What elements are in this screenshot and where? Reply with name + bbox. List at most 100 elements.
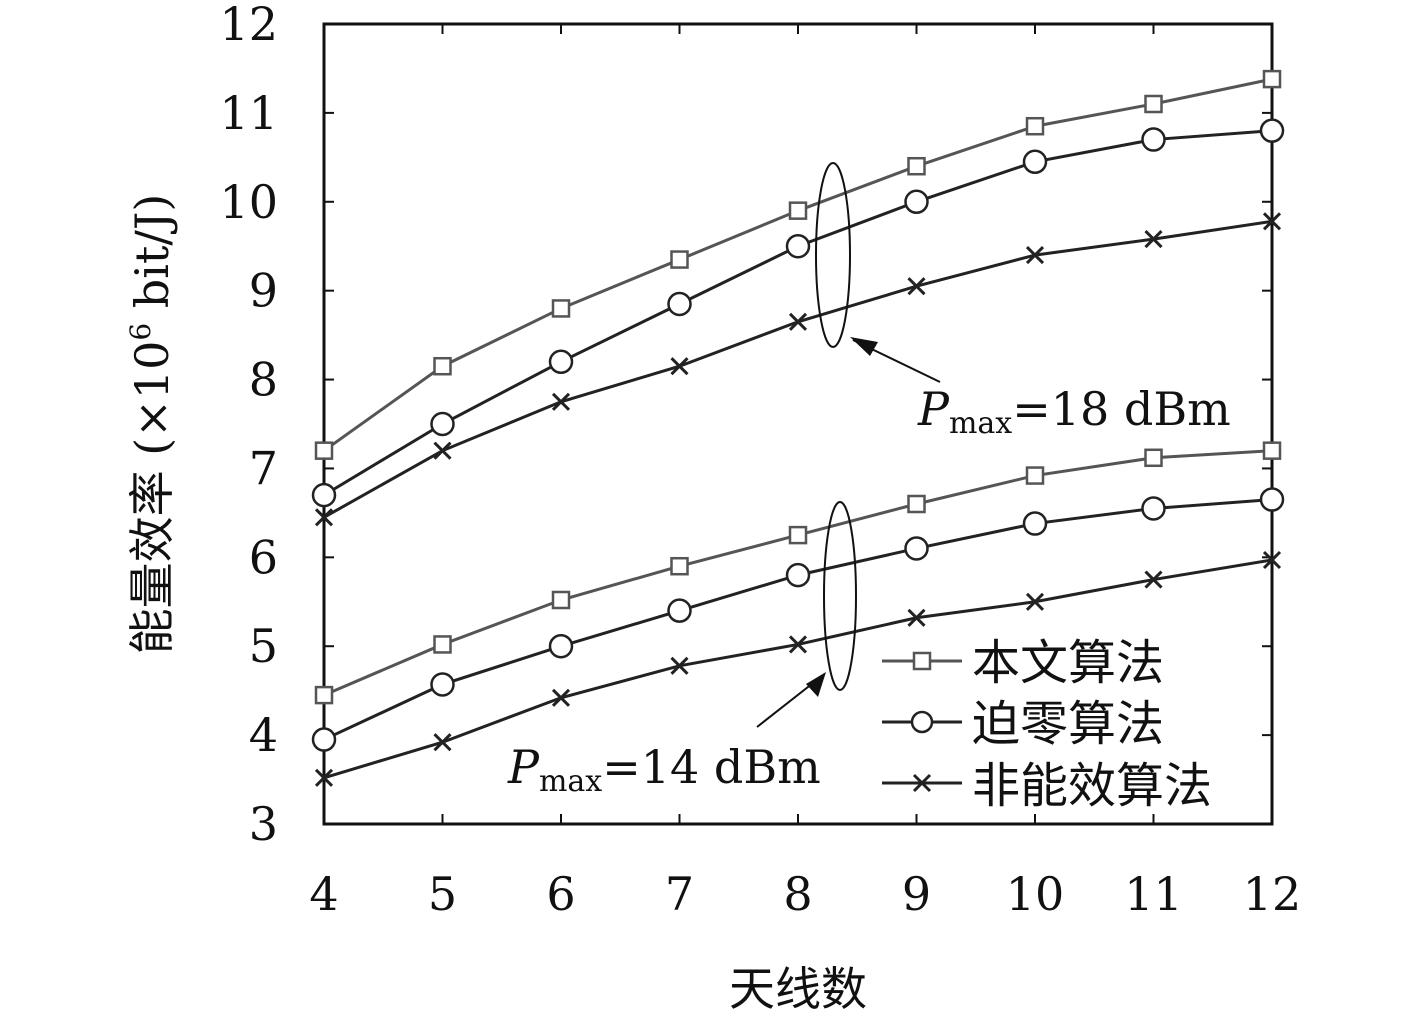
series-layer [311, 69, 1285, 787]
y-tick-label: 5 [249, 619, 278, 673]
data-point [907, 494, 926, 514]
data-point [1022, 511, 1048, 536]
data-point [1144, 230, 1163, 249]
axis-ticks [323, 23, 1273, 825]
y-tick-label: 6 [249, 530, 278, 584]
x-tick-label: 6 [546, 867, 575, 921]
x-tick-label: 8 [783, 867, 812, 921]
data-point [667, 598, 692, 623]
x-axis-title: 天线数 [729, 962, 867, 1016]
legend-label-non-ee: 非能效算法 [972, 758, 1212, 814]
data-point [788, 201, 808, 220]
group-ellipse-18dbm [815, 162, 851, 348]
legend-marker-x-icon [912, 773, 932, 793]
data-point [907, 156, 926, 176]
data-point [433, 441, 452, 460]
group-ellipse-14dbm [823, 501, 857, 691]
data-point [1144, 94, 1163, 114]
data-point [1141, 496, 1166, 521]
legend-item-proposed: 本文算法 [882, 635, 1164, 691]
data-point [670, 656, 689, 675]
annotation-label-14dbm: Pmax=14 dBm [507, 740, 821, 799]
data-point [314, 768, 334, 787]
data-point [548, 349, 574, 375]
data-point [311, 727, 337, 752]
data-point [1144, 570, 1163, 589]
data-point [1025, 116, 1045, 136]
series-5 [314, 550, 1282, 787]
data-point [785, 562, 811, 588]
data-point [1259, 487, 1285, 512]
data-point [433, 733, 452, 752]
annotation-label-18dbm: Pmax=18 dBm [917, 382, 1231, 441]
data-point [551, 688, 571, 707]
data-point [1259, 118, 1285, 143]
y-axis-title: 能量效率 (×106 bit/J) [124, 194, 179, 655]
legend-label-zero-forcing: 迫零算法 [972, 696, 1164, 752]
data-point [670, 250, 689, 269]
data-point [904, 536, 929, 561]
arrowhead-14dbm [806, 672, 826, 697]
x-tick-label: 9 [902, 867, 931, 921]
y-tick-labels: 3 4 5 6 7 8 9 10 11 12 [219, 0, 278, 851]
y-tick-label: 3 [249, 797, 278, 851]
y-tick-label: 8 [249, 353, 278, 407]
data-point [548, 633, 574, 659]
x-tick-label: 5 [428, 867, 457, 921]
legend: 本文算法 迫零算法 非能效算法 [882, 635, 1212, 814]
data-point [1025, 246, 1045, 265]
data-point [788, 525, 808, 545]
x-tick-label: 11 [1124, 867, 1183, 921]
data-point [314, 685, 334, 705]
x-tick-label: 4 [309, 867, 338, 921]
x-tick-label: 12 [1243, 867, 1302, 921]
data-point [1262, 69, 1282, 89]
series-3 [314, 441, 1282, 705]
data-point [670, 357, 689, 376]
series-0 [314, 69, 1282, 460]
y-tick-label: 7 [249, 441, 278, 495]
data-point [1144, 448, 1163, 468]
data-point [551, 392, 571, 411]
x-tick-labels: 4 5 6 7 8 9 10 11 12 [309, 867, 1301, 921]
data-point [433, 356, 452, 376]
x-tick-label: 10 [1006, 867, 1065, 921]
arrowhead-18dbm [850, 337, 878, 356]
data-point [904, 189, 929, 215]
legend-item-non-ee: 非能效算法 [882, 758, 1212, 814]
data-point [430, 672, 455, 697]
data-point [667, 291, 692, 317]
data-point [785, 233, 811, 259]
data-point [907, 277, 926, 296]
data-point [551, 299, 571, 318]
data-point [1025, 466, 1045, 485]
legend-marker-square-icon [912, 651, 932, 671]
legend-item-zero-forcing: 迫零算法 [882, 696, 1164, 752]
data-point [907, 608, 926, 627]
y-tick-label: 10 [219, 175, 278, 229]
data-point [311, 482, 337, 508]
y-tick-label: 9 [249, 264, 278, 318]
data-point [1141, 127, 1166, 152]
x-tick-label: 7 [665, 867, 694, 921]
data-point [788, 635, 808, 654]
data-point [1262, 212, 1282, 231]
series-1 [311, 118, 1285, 508]
annotation-14dbm: Pmax=14 dBm [507, 501, 857, 799]
y-tick-label: 11 [219, 86, 278, 140]
data-point [1022, 149, 1048, 175]
data-point [670, 556, 689, 576]
data-point [1025, 592, 1045, 611]
data-point [788, 312, 808, 331]
y-tick-label: 4 [249, 708, 278, 762]
data-point [314, 441, 334, 460]
annotation-18dbm: Pmax=18 dBm [815, 162, 1231, 441]
data-point [1262, 441, 1282, 460]
legend-label-proposed: 本文算法 [972, 635, 1164, 691]
data-point [314, 508, 334, 527]
series-4 [311, 487, 1285, 752]
series-line [323, 219, 1273, 519]
series-2 [314, 212, 1282, 527]
legend-marker-circle-icon [910, 710, 934, 734]
